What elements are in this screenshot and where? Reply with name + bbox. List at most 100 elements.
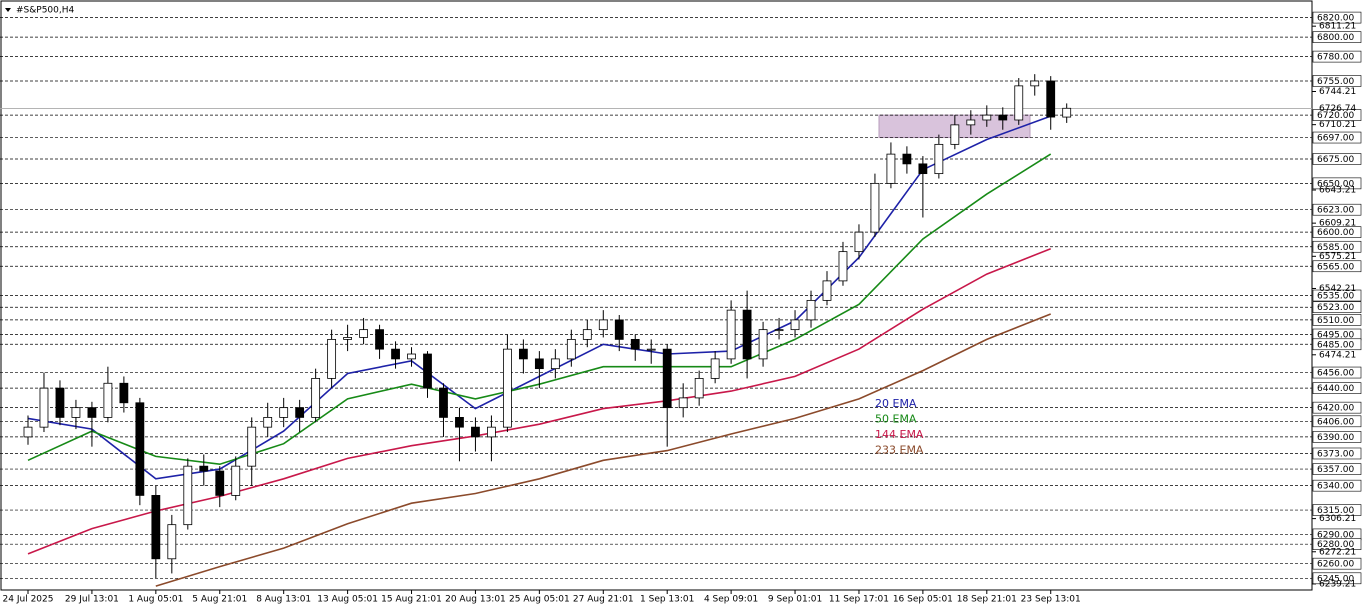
level-label-box	[1312, 109, 1362, 121]
candle-body	[518, 348, 528, 360]
level-label-box	[1312, 301, 1362, 314]
level-label: 6820.00	[1317, 14, 1354, 24]
candle-body	[854, 231, 864, 253]
candle-body	[998, 114, 1008, 121]
level-label: 6373.00	[1317, 449, 1354, 459]
level-label: 6456.00	[1317, 369, 1354, 379]
candle-body	[151, 495, 161, 560]
y-tick-label: 6575.21	[1319, 252, 1356, 262]
candle-body	[774, 329, 784, 332]
candle-body	[582, 329, 592, 340]
candle-body	[295, 407, 305, 418]
x-tick-label: 11 Sep 17:01	[829, 595, 889, 605]
level-label: 6357.00	[1317, 465, 1354, 475]
candle-body	[1030, 80, 1040, 87]
level-label: 6780.00	[1317, 53, 1354, 63]
candle-body	[55, 387, 65, 418]
level-label-box	[1312, 203, 1362, 216]
candle-body	[119, 382, 129, 404]
candle-body	[742, 309, 752, 360]
level-label-box	[1312, 572, 1362, 585]
x-tick-label: 24 Jul 2025	[3, 595, 54, 605]
candle-body	[359, 329, 368, 338]
x-tick-label: 5 Aug 21:01	[192, 595, 247, 605]
level-label: 6290.00	[1317, 530, 1354, 540]
level-label: 6720.00	[1317, 111, 1354, 121]
x-tick-label: 8 Aug 13:01	[256, 595, 311, 605]
level-label-box	[1312, 447, 1362, 460]
chart-title: #S&P500,H4	[16, 6, 75, 16]
candle-body	[550, 358, 560, 370]
level-label-box	[1312, 31, 1362, 43]
candle-body	[950, 124, 960, 145]
level-label: 6420.00	[1317, 404, 1354, 414]
candle-body	[822, 280, 832, 301]
candle-body	[598, 319, 608, 331]
candle-body	[487, 426, 496, 438]
level-label: 6440.00	[1317, 384, 1354, 394]
legend-label: 144 EMA	[875, 428, 924, 441]
ema-line	[155, 313, 1051, 587]
candle-body	[662, 348, 672, 409]
candle-body	[1014, 85, 1024, 121]
candle-body	[103, 382, 113, 418]
candle-body	[375, 329, 384, 350]
level-label: 6623.00	[1317, 206, 1354, 216]
candle-body	[886, 153, 896, 184]
level-label: 6535.00	[1317, 292, 1354, 302]
x-tick-label: 15 Aug 21:01	[381, 595, 442, 605]
candle-body	[1046, 80, 1056, 118]
candle-body	[439, 387, 448, 418]
x-tick-label: 20 Aug 13:01	[445, 595, 506, 605]
legend-label: 50 EMA	[875, 413, 917, 426]
candle-body	[934, 143, 944, 175]
candle-body	[646, 348, 656, 351]
x-tick-label: 1 Aug 05:01	[128, 595, 183, 605]
level-label: 6565.00	[1317, 262, 1354, 272]
y-tick-label: 6643.21	[1319, 185, 1356, 195]
x-tick-label: 1 Sep 13:01	[640, 595, 694, 605]
x-tick-label: 18 Sep 21:01	[957, 595, 1017, 605]
candle-body	[471, 426, 480, 438]
candle-body	[502, 348, 512, 428]
candle-body	[726, 309, 736, 360]
level-label: 6755.00	[1317, 77, 1354, 87]
candle-body	[167, 524, 177, 560]
candle-body	[279, 407, 289, 418]
candle-body	[838, 251, 848, 282]
candle-body	[918, 163, 928, 175]
x-tick-label: 13 Aug 05:01	[317, 595, 378, 605]
level-label-box	[1312, 366, 1362, 379]
level-label-box	[1312, 431, 1362, 443]
level-label-box	[1312, 314, 1362, 326]
level-label-box	[1312, 177, 1362, 190]
legend-label: 233 EMA	[875, 444, 924, 457]
level-label: 6340.00	[1317, 482, 1354, 492]
candle-body	[710, 358, 720, 379]
level-label-box	[1312, 401, 1362, 414]
level-label-box	[1312, 153, 1362, 165]
y-tick-label: 6609.21	[1319, 219, 1356, 229]
level-label: 6260.00	[1317, 560, 1354, 570]
level-label-box	[1312, 240, 1362, 253]
level-label: 6510.00	[1317, 316, 1354, 326]
candle-body	[199, 465, 209, 472]
level-label: 6697.00	[1317, 134, 1354, 144]
candle-body	[263, 417, 273, 428]
level-label: 6523.00	[1317, 303, 1354, 313]
level-label-box	[1312, 260, 1362, 273]
menu-arrow[interactable]	[5, 8, 11, 12]
level-label: 6406.00	[1317, 417, 1354, 427]
level-label: 6280.00	[1317, 540, 1354, 550]
y-tick-label: 6239.21	[1319, 579, 1356, 589]
x-tick-label: 25 Aug 05:01	[509, 595, 570, 605]
y-tick-label: 6474.21	[1319, 350, 1356, 360]
candle-body	[231, 465, 241, 496]
y-tick-label: 6710.21	[1319, 120, 1356, 130]
level-label: 6650.00	[1317, 179, 1354, 189]
y-tick-label: 6272.21	[1319, 547, 1356, 557]
level-label: 6585.00	[1317, 243, 1354, 253]
level-label: 6315.00	[1317, 506, 1354, 516]
